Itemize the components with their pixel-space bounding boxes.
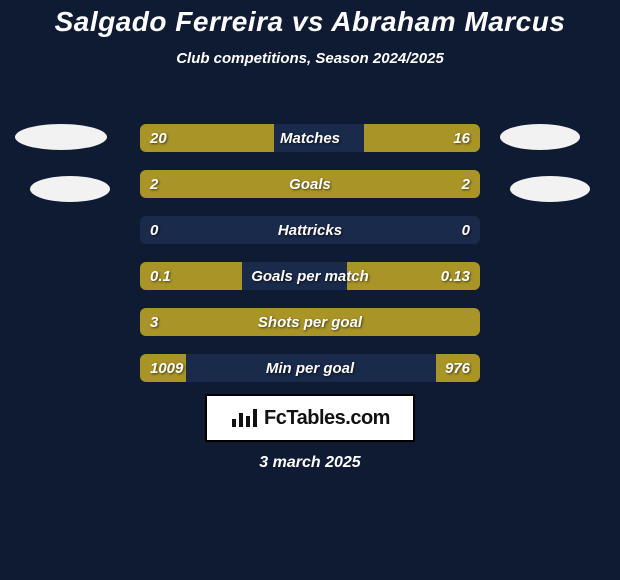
- subtitle: Club competitions, Season 2024/2025: [0, 50, 620, 67]
- source-badge: FcTables.com: [205, 394, 415, 442]
- bars-icon: [230, 407, 258, 429]
- stat-row: 0.10.13Goals per match: [140, 262, 480, 290]
- stat-row: 00Hattricks: [140, 216, 480, 244]
- stat-label: Matches: [140, 130, 480, 147]
- stat-row: 1009976Min per goal: [140, 354, 480, 382]
- stat-label: Goals per match: [140, 268, 480, 285]
- stat-label: Goals: [140, 176, 480, 193]
- date-label: 3 march 2025: [0, 454, 620, 472]
- player-ellipse: [500, 124, 580, 150]
- stat-label: Min per goal: [140, 360, 480, 377]
- badge-text: FcTables.com: [264, 407, 390, 430]
- page-title: Salgado Ferreira vs Abraham Marcus: [0, 0, 620, 38]
- stat-row: 3Shots per goal: [140, 308, 480, 336]
- stat-label: Shots per goal: [140, 314, 480, 331]
- stat-label: Hattricks: [140, 222, 480, 239]
- stat-row: 2016Matches: [140, 124, 480, 152]
- player-ellipse: [30, 176, 110, 202]
- player-ellipse: [15, 124, 107, 150]
- comparison-card: Salgado Ferreira vs Abraham Marcus Club …: [0, 0, 620, 580]
- player-ellipse: [510, 176, 590, 202]
- stat-row: 22Goals: [140, 170, 480, 198]
